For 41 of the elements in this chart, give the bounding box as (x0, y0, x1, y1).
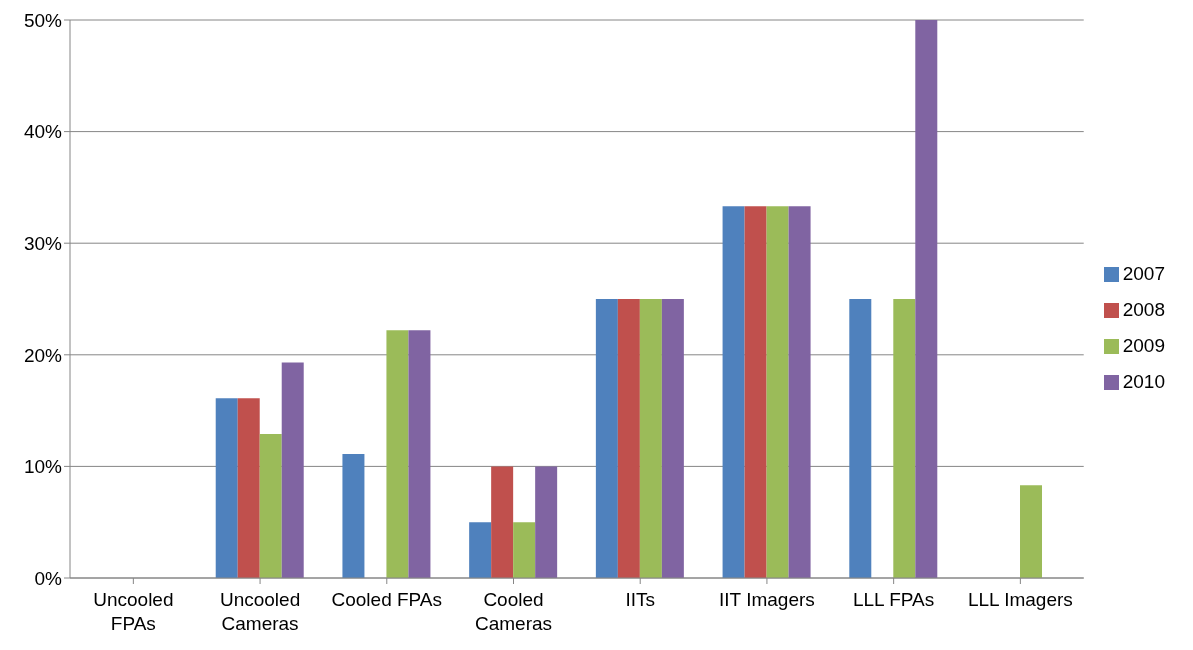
x-tick-label: Uncooled FPAs (93, 589, 174, 634)
bar (281, 362, 304, 578)
bar (617, 299, 640, 578)
bar (215, 398, 238, 578)
bar (1020, 485, 1043, 578)
bar (788, 206, 811, 578)
y-tick-label: 10% (23, 456, 63, 478)
legend-label: 2008 (1122, 299, 1165, 320)
bar (237, 398, 260, 578)
x-tick-label: LLL FPAs (852, 589, 935, 610)
bar (535, 466, 558, 578)
bar (491, 466, 514, 578)
bar (722, 206, 745, 578)
bar (342, 454, 365, 578)
bar (893, 299, 916, 578)
x-tick-label: IIT Imagers (719, 589, 815, 610)
bar (661, 299, 684, 578)
bar (259, 434, 282, 578)
y-tick-label: 50% (23, 9, 63, 31)
bar (386, 330, 409, 578)
x-tick-label: Cooled FPAs (331, 589, 443, 610)
bar (915, 20, 938, 578)
y-tick-label: 0% (34, 567, 63, 589)
bar (744, 206, 767, 578)
bar (849, 299, 872, 578)
y-tick-label: 30% (23, 232, 63, 254)
bar (639, 299, 662, 578)
x-tick-label: Uncooled Cameras (219, 589, 301, 634)
y-tick-label: 20% (23, 344, 63, 366)
x-tick-label: Cooled Cameras (474, 589, 553, 634)
legend-label: 2007 (1122, 263, 1165, 284)
bar (595, 299, 618, 578)
bar (513, 522, 536, 578)
bar (766, 206, 789, 578)
bar (469, 522, 492, 578)
x-tick-label: IITs (625, 589, 655, 610)
y-tick-label: 40% (23, 121, 63, 143)
x-tick-label: LLL Imagers (967, 589, 1073, 610)
legend-label: 2010 (1122, 371, 1165, 392)
legend-label: 2009 (1122, 335, 1165, 356)
bar (408, 330, 431, 578)
